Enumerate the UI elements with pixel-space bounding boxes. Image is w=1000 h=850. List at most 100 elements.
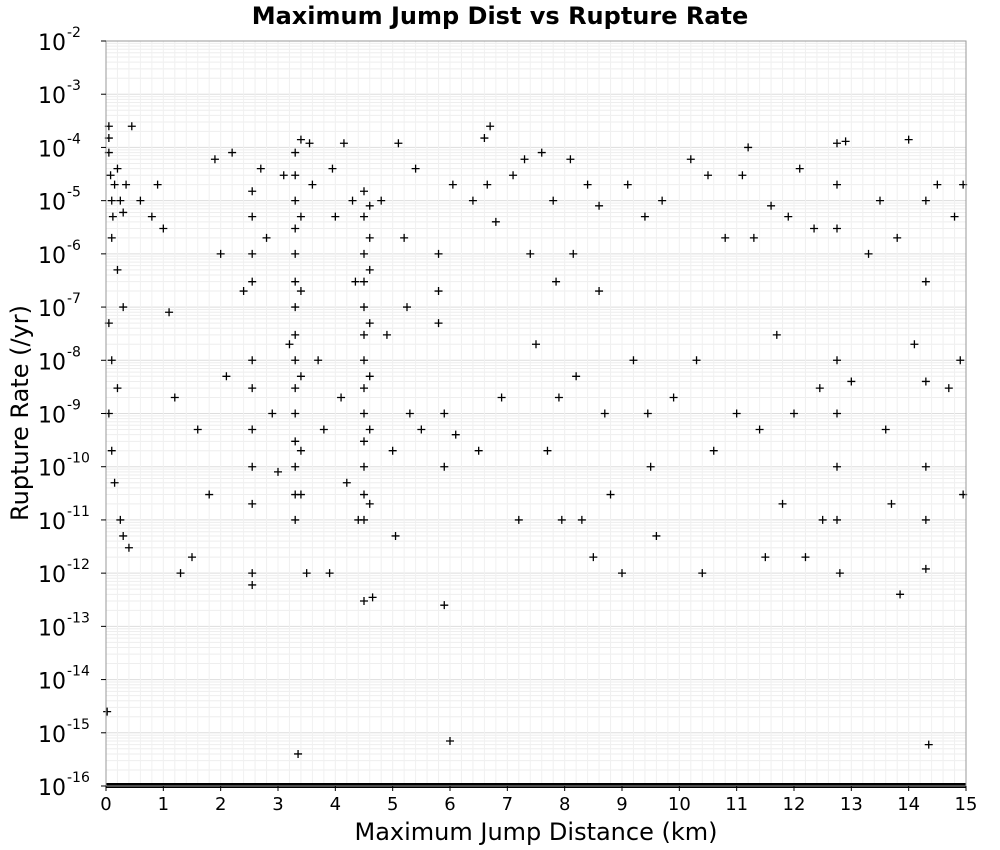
data-point — [291, 384, 300, 393]
data-point — [377, 196, 386, 205]
data-point — [893, 233, 902, 242]
y-tick-label: 10 — [38, 191, 66, 216]
data-point — [833, 515, 841, 524]
data-point — [106, 171, 115, 180]
data-point — [291, 515, 300, 524]
data-point — [165, 308, 174, 317]
data-point — [248, 425, 257, 434]
y-tick-label: 10 — [38, 563, 66, 588]
data-point — [116, 196, 125, 205]
data-point — [248, 499, 257, 508]
data-point — [643, 409, 652, 418]
data-point — [480, 134, 489, 143]
data-point — [274, 467, 282, 476]
data-point — [795, 164, 804, 173]
data-point — [686, 155, 695, 164]
data-point — [124, 543, 133, 552]
y-tick-exponent: -16 — [67, 770, 90, 786]
data-point — [365, 201, 374, 210]
data-point — [388, 446, 397, 455]
x-tick-label: 13 — [840, 794, 863, 815]
data-point — [411, 164, 420, 173]
y-tick-exponent: -9 — [67, 398, 81, 414]
data-point — [618, 569, 626, 578]
y-tick-exponent: -14 — [67, 664, 90, 680]
data-point — [486, 122, 495, 131]
data-point — [933, 180, 942, 189]
data-point — [446, 737, 454, 746]
data-point — [391, 531, 400, 540]
data-point — [394, 139, 403, 148]
x-tick-label: 9 — [616, 794, 627, 815]
data-point — [382, 330, 391, 339]
data-point — [291, 356, 300, 365]
data-point — [921, 196, 930, 205]
data-point — [810, 224, 819, 233]
y-axis-ticks: 10-210-310-410-510-610-710-810-910 -1010-… — [38, 25, 106, 801]
data-point — [360, 437, 368, 446]
y-tick-label: 10 — [38, 297, 66, 322]
data-point — [417, 425, 426, 434]
y-tick-exponent: -12 — [67, 557, 90, 573]
data-point — [116, 515, 125, 524]
data-point — [569, 249, 578, 258]
data-point — [365, 372, 374, 381]
data-point — [110, 180, 119, 189]
data-point — [296, 212, 305, 221]
x-axis-ticks: 0 1 2 3 4 5 6 7 8 9 10 11 12 13 14 15 — [100, 786, 977, 815]
data-point — [732, 409, 741, 418]
data-point — [113, 384, 122, 393]
data-point — [268, 409, 277, 418]
y-tick-label: 10 — [38, 137, 66, 162]
data-point — [833, 356, 841, 365]
data-point — [296, 490, 305, 499]
data-point — [552, 277, 561, 286]
data-point — [107, 446, 116, 455]
data-point — [360, 596, 368, 605]
data-point — [147, 212, 156, 221]
data-point — [440, 462, 449, 471]
data-point — [291, 277, 300, 286]
y-tick-label: 10 — [38, 31, 66, 56]
x-tick-label: 12 — [783, 794, 806, 815]
data-point — [325, 569, 334, 578]
data-point — [193, 425, 202, 434]
data-point — [543, 446, 552, 455]
data-point — [365, 265, 374, 274]
data-point — [228, 148, 237, 157]
data-point — [348, 196, 357, 205]
y-tick-label: 10 — [38, 350, 66, 375]
data-point — [291, 148, 300, 157]
data-point — [222, 372, 231, 381]
data-point — [337, 393, 346, 402]
data-point — [365, 499, 374, 508]
data-point — [448, 180, 457, 189]
data-point — [296, 287, 305, 296]
data-point — [360, 490, 368, 499]
data-point — [405, 409, 414, 418]
data-point — [924, 740, 933, 749]
data-point — [107, 356, 116, 365]
y-tick-label: 10 — [38, 404, 66, 429]
data-point — [451, 430, 460, 439]
data-point — [434, 319, 443, 328]
data-point — [497, 393, 506, 402]
data-point — [122, 180, 131, 189]
data-point — [308, 180, 317, 189]
data-point — [698, 569, 707, 578]
data-point — [296, 372, 305, 381]
data-point — [360, 384, 368, 393]
y-tick-label: 10 — [38, 670, 66, 695]
data-point — [833, 180, 841, 189]
data-point — [572, 372, 581, 381]
data-point — [103, 707, 112, 716]
data-point — [256, 164, 265, 173]
data-point — [248, 462, 257, 471]
y-tick-exponent: -8 — [67, 344, 81, 360]
data-point — [833, 462, 841, 471]
data-point — [127, 122, 136, 131]
data-point — [778, 499, 787, 508]
data-point — [319, 425, 328, 434]
data-point — [744, 143, 753, 152]
